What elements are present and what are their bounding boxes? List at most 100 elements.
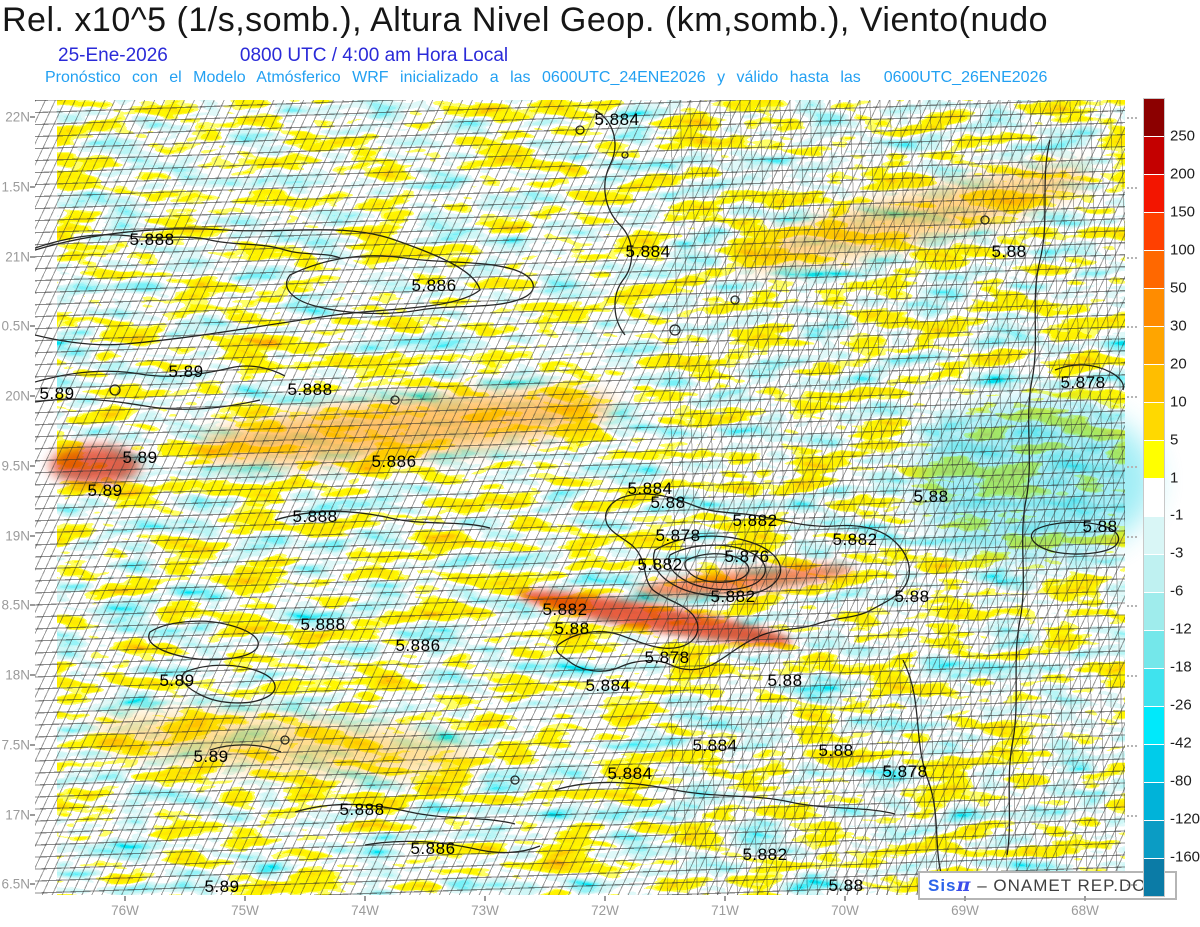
- lon-tick-mark: [364, 896, 366, 901]
- map-plot-area: 5.884 5.888 5.884 5.88 5.886 5.89 5.878 5.89 5.8…: [35, 100, 1178, 900]
- colorbar-tick-value: -6: [1170, 582, 1184, 600]
- logo-agency-text: – ONAMET REP.DOM.: [977, 876, 1168, 895]
- lat-tick-mark: [30, 116, 35, 118]
- colorbar-segment: [1144, 289, 1164, 327]
- colorbar-tick-value: -18: [1170, 658, 1192, 676]
- lat-tick-mark: [30, 256, 35, 258]
- colorbar-segment: [1144, 99, 1164, 137]
- lat-tick-label: 20N: [5, 388, 30, 404]
- geopotential-contour-label: 5.88: [913, 487, 949, 506]
- contours-and-coastlines: [35, 109, 1125, 881]
- geopotential-contour-label: 5.882: [710, 587, 756, 606]
- colorbar-segment: [1144, 365, 1164, 403]
- geopotential-contour-label: 5.89: [168, 362, 204, 381]
- vorticity-colorbar: [1143, 98, 1165, 897]
- lon-tick-label: 70W: [831, 903, 859, 918]
- lat-tick-mark: [30, 744, 35, 746]
- lat-gridline-dot: [1127, 536, 1137, 538]
- colorbar-segment: [1144, 631, 1164, 669]
- lat-tick-mark: [30, 325, 35, 327]
- lat-gridline-dot: [1127, 117, 1137, 119]
- geopotential-contour-label: 5.884: [625, 242, 671, 261]
- forecast-init-line: Pronóstico con el Modelo Atmósferico WRF…: [45, 69, 1048, 86]
- geopotential-contour-label: 5.89: [39, 384, 75, 403]
- geopotential-contour-label: 5.89: [122, 448, 158, 467]
- lat-tick-label: 9.5N: [1, 458, 30, 474]
- geopotential-contour-label: 5.88: [991, 242, 1027, 261]
- lat-gridline-dot: [1127, 257, 1137, 259]
- lat-gridline-dot: [1127, 466, 1137, 468]
- lon-tick-label: 73W: [471, 903, 499, 918]
- colorbar-segment: [1144, 745, 1164, 783]
- lat-tick-label: 7.5N: [1, 737, 30, 753]
- lon-tick-mark: [724, 896, 726, 901]
- lon-tick-mark: [604, 896, 606, 901]
- page-title: Rel. x10^5 (1/s,somb.), Altura Nivel Geo…: [2, 1, 1049, 39]
- colorbar-segment: [1144, 479, 1164, 517]
- colorbar-segment: [1144, 555, 1164, 593]
- geopotential-contour-label: 5.882: [542, 600, 588, 619]
- geopotential-contour-label: 5.878: [1060, 373, 1106, 392]
- lat-tick-label: 1.5N: [1, 179, 30, 195]
- longitude-axis: 76W 75W 74W 73W 72W 71W 70W 69W 68W: [35, 895, 1125, 925]
- lat-gridline-dot: [1127, 326, 1137, 328]
- geopotential-contour-label: 5.876: [724, 547, 770, 566]
- geopotential-contour-label: 5.89: [159, 671, 195, 690]
- colorbar-segment: [1144, 137, 1164, 175]
- colorbar-segment: [1144, 403, 1164, 441]
- geopotential-contour-label: 5.878: [882, 762, 928, 781]
- geopotential-contour-label: 5.882: [832, 530, 878, 549]
- lat-gridline-dot: [1127, 884, 1137, 886]
- geopotential-contour-label: 5.88: [828, 876, 864, 895]
- lon-tick-label: 74W: [351, 903, 379, 918]
- colorbar-segment: [1144, 821, 1164, 859]
- lon-tick-label: 69W: [951, 903, 979, 918]
- lat-tick-label: 21N: [5, 249, 30, 265]
- colorbar-segment: [1144, 783, 1164, 821]
- colorbar-tick-value: -160: [1170, 848, 1200, 866]
- lon-tick-label: 76W: [111, 903, 139, 918]
- lat-tick-label: 19N: [5, 528, 30, 544]
- latitude-axis: 22N 1.5N 21N 0.5N 20N 9.5N 19N 8.5N 18N 7.5N 17N 6.…: [0, 100, 1137, 895]
- colorbar-segment: [1144, 707, 1164, 745]
- geopotential-contour-label: 5.888: [292, 507, 338, 526]
- lon-tick-mark: [1084, 896, 1086, 901]
- colorbar-segment: [1144, 441, 1164, 479]
- lon-tick-mark: [964, 896, 966, 901]
- lon-tick-label: 75W: [231, 903, 259, 918]
- lat-tick-mark: [30, 465, 35, 467]
- lat-tick-mark: [30, 883, 35, 885]
- colorbar-segment: [1144, 593, 1164, 631]
- valid-date: 25-Ene-2026: [58, 45, 168, 66]
- geopotential-contour-label: 5.88: [1082, 517, 1118, 536]
- geopotential-contour-label: 5.88: [650, 493, 686, 512]
- lon-tick-label: 72W: [591, 903, 619, 918]
- lon-tick-mark: [484, 896, 486, 901]
- lat-tick-mark: [30, 674, 35, 676]
- colorbar-tick-value: 200: [1170, 165, 1196, 183]
- geopotential-contour-label: 5.88: [554, 619, 590, 638]
- colorbar-tick-value: -120: [1170, 810, 1200, 828]
- colorbar-tick-value: 50: [1170, 279, 1187, 297]
- geopotential-contour-label: 5.89: [193, 747, 229, 766]
- geopotential-contour-label: 5.888: [129, 230, 175, 249]
- colorbar-tick-value: -3: [1170, 544, 1184, 562]
- colorbar-tick-value: -12: [1170, 620, 1192, 638]
- geopotential-contour-label: 5.878: [644, 648, 690, 667]
- colorbar-tick-value: -42: [1170, 734, 1192, 752]
- lon-tick-mark: [244, 896, 246, 901]
- geopotential-contour-label: 5.884: [692, 736, 738, 755]
- lat-gridline-dot: [1127, 745, 1137, 747]
- geopotential-contour-label: 5.882: [637, 555, 683, 574]
- geopotential-contour-label: 5.88: [818, 741, 854, 760]
- geopotential-contour-label: 5.886: [411, 276, 457, 295]
- geopotential-contour-label: 5.886: [395, 636, 441, 655]
- geopotential-contour-label: 5.88: [767, 671, 803, 690]
- lat-gridline-dot: [1127, 187, 1137, 189]
- geopotential-contour-label: 5.888: [339, 800, 385, 819]
- lat-tick-label: 8.5N: [1, 597, 30, 613]
- geopotential-contour-label: 5.884: [607, 764, 653, 783]
- lat-gridline-dot: [1127, 605, 1137, 607]
- colorbar-segment: [1144, 251, 1164, 289]
